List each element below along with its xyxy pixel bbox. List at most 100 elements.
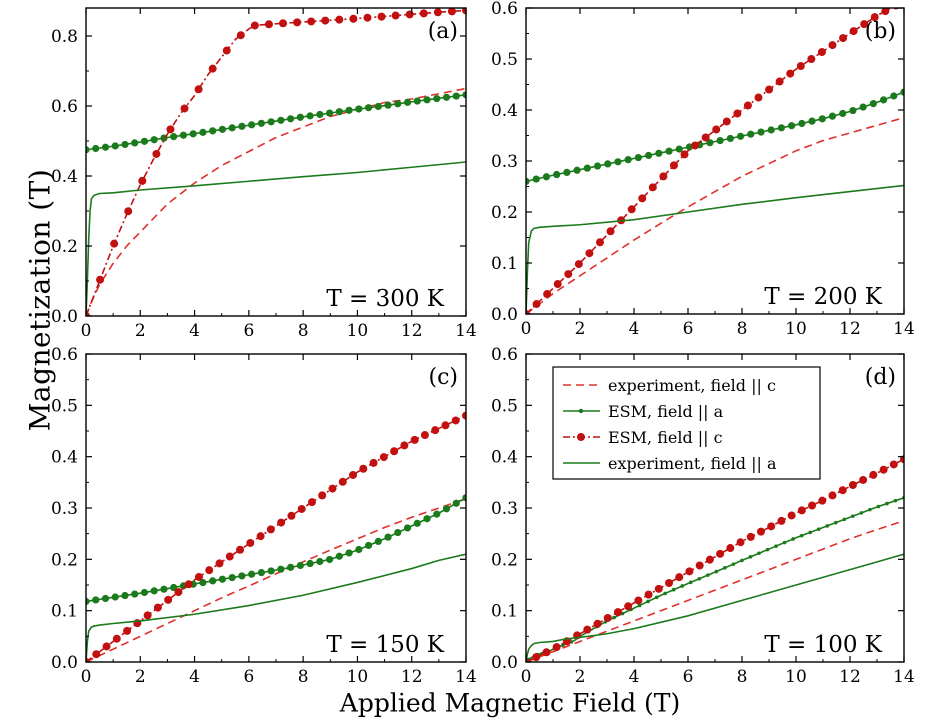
data-point-esm_a bbox=[757, 551, 761, 556]
data-point-esm_a bbox=[553, 170, 561, 179]
data-point-esm_c bbox=[293, 18, 302, 27]
x-tick-label: 8 bbox=[298, 321, 309, 341]
data-point-esm_c bbox=[680, 150, 689, 159]
data-point-esm_c bbox=[574, 260, 583, 269]
data-point-esm_a bbox=[573, 166, 581, 174]
panel-3: 0 2 4 6 8 10 12 14 0.0 0.1 0.2 0.3 0.4 0.5 0.6 (d) T = 1… bbox=[491, 345, 915, 687]
data-point-esm_c bbox=[743, 101, 752, 110]
x-tick-label: 4 bbox=[189, 321, 200, 341]
data-point-esm_a bbox=[267, 118, 275, 126]
data-point-esm_a bbox=[654, 595, 659, 600]
y-tick-label: 0.6 bbox=[51, 97, 78, 117]
x-tick-label: 4 bbox=[189, 667, 200, 687]
data-point-esm_a bbox=[150, 587, 158, 595]
data-point-esm_a bbox=[791, 537, 795, 541]
data-point-esm_c bbox=[335, 15, 344, 24]
data-point-esm_a bbox=[818, 115, 826, 123]
data-point-esm_a bbox=[287, 563, 295, 571]
data-point-esm_a bbox=[238, 572, 246, 580]
data-point-esm_c bbox=[266, 525, 275, 534]
y-tick-label: 0.5 bbox=[51, 396, 78, 416]
data-point-esm_c bbox=[152, 149, 161, 158]
data-point-esm_c bbox=[675, 573, 684, 582]
data-point-esm_a bbox=[859, 103, 867, 111]
data-point-esm_c bbox=[153, 603, 162, 612]
data-point-esm_a bbox=[325, 109, 334, 117]
data-point-esm_a bbox=[248, 570, 256, 578]
data-point-esm_c bbox=[838, 486, 847, 495]
legend-marker-esm_c bbox=[577, 433, 585, 441]
x-tick-label: 4 bbox=[629, 319, 640, 339]
data-point-esm_a bbox=[688, 580, 693, 585]
data-point-esm_a bbox=[277, 116, 285, 124]
data-point-esm_a bbox=[248, 121, 256, 129]
data-point-esm_a bbox=[355, 105, 363, 113]
x-tick-label: 0 bbox=[521, 667, 532, 687]
data-point-esm_a bbox=[374, 102, 382, 111]
data-point-esm_c bbox=[870, 13, 879, 22]
data-point-esm_a bbox=[849, 106, 857, 115]
data-point-esm_c bbox=[532, 653, 541, 662]
data-point-esm_a bbox=[131, 139, 139, 147]
x-tick-label: 6 bbox=[243, 667, 254, 687]
legend-marker-esm_a bbox=[578, 408, 584, 414]
data-point-esm_c bbox=[110, 239, 119, 248]
x-tick-label: 12 bbox=[401, 667, 423, 687]
series-line-esm_c bbox=[86, 9, 466, 316]
data-point-esm_c bbox=[277, 518, 286, 527]
data-point-esm_c bbox=[860, 20, 869, 29]
data-point-esm_a bbox=[287, 115, 295, 123]
data-point-esm_a bbox=[121, 591, 129, 600]
x-tick-label: 10 bbox=[347, 667, 369, 687]
data-point-esm_a bbox=[374, 537, 382, 546]
data-point-esm_a bbox=[209, 577, 217, 585]
data-point-esm_c bbox=[307, 17, 316, 26]
data-point-esm_a bbox=[384, 101, 392, 109]
data-point-esm_c bbox=[377, 12, 386, 21]
data-point-esm_a bbox=[757, 128, 765, 136]
series-line-exp_c bbox=[86, 498, 466, 662]
y-tick-label: 0.2 bbox=[51, 237, 78, 257]
data-point-esm_c bbox=[447, 8, 456, 16]
data-point-esm_a bbox=[767, 126, 775, 134]
data-point-esm_c bbox=[583, 625, 592, 634]
data-point-esm_a bbox=[364, 104, 373, 112]
data-point-esm_a bbox=[170, 583, 178, 592]
data-point-esm_c bbox=[124, 207, 133, 216]
data-point-esm_c bbox=[338, 477, 347, 486]
x-tick-label: 8 bbox=[298, 667, 309, 687]
x-tick-label: 6 bbox=[683, 319, 694, 339]
data-point-esm_c bbox=[848, 481, 857, 489]
data-point-esm_a bbox=[218, 575, 227, 583]
data-point-esm_c bbox=[722, 117, 731, 126]
data-point-esm_a bbox=[111, 593, 119, 601]
data-point-esm_c bbox=[665, 578, 674, 587]
data-point-esm_a bbox=[859, 511, 864, 515]
data-point-esm_a bbox=[893, 498, 898, 503]
legend-label: experiment, field || a bbox=[608, 454, 777, 473]
data-point-esm_a bbox=[355, 545, 363, 554]
data-point-esm_a bbox=[306, 112, 314, 120]
x-tick-label: 10 bbox=[785, 319, 807, 339]
data-point-esm_a bbox=[394, 100, 402, 108]
data-point-esm_a bbox=[842, 517, 847, 522]
y-tick-label: 0.4 bbox=[491, 448, 518, 468]
plot-frame bbox=[85, 7, 467, 317]
data-point-esm_c bbox=[648, 183, 657, 192]
series-line-exp_c bbox=[86, 87, 466, 316]
data-point-esm_c bbox=[246, 538, 255, 547]
y-tick-label: 0.6 bbox=[491, 345, 518, 365]
data-point-esm_c bbox=[613, 608, 622, 617]
data-point-esm_c bbox=[654, 584, 663, 593]
data-point-esm_c bbox=[644, 590, 653, 599]
data-point-esm_c bbox=[390, 447, 399, 456]
series-line-exp_a bbox=[526, 553, 904, 662]
data-point-esm_a bbox=[890, 92, 898, 100]
data-point-esm_a bbox=[748, 555, 753, 559]
data-point-esm_a bbox=[86, 597, 90, 606]
data-point-esm_a bbox=[646, 599, 650, 604]
data-point-esm_c bbox=[96, 275, 105, 284]
data-point-esm_a bbox=[839, 109, 847, 118]
data-point-esm_c bbox=[405, 10, 414, 19]
